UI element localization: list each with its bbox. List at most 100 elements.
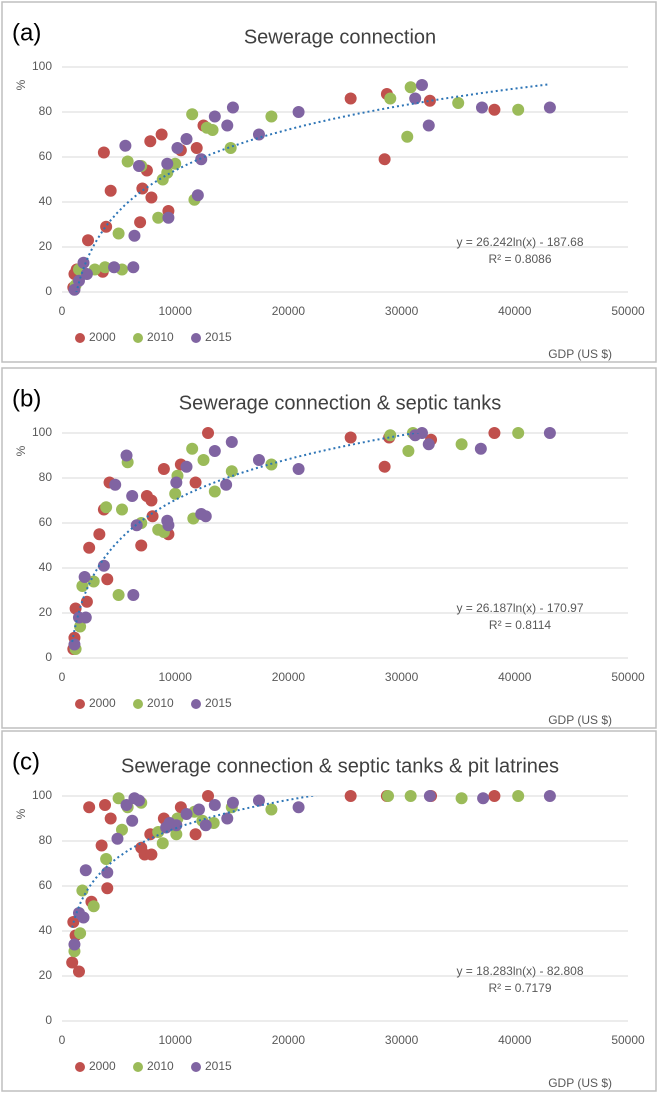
trend-equation: y = 26.187ln(x) - 170.97	[456, 601, 583, 615]
data-point	[344, 431, 357, 444]
data-point	[512, 103, 525, 116]
panel-label: (b)	[12, 385, 41, 412]
y-tick-label: 20	[39, 605, 53, 619]
data-point	[79, 864, 92, 877]
data-point	[170, 828, 183, 841]
data-point	[382, 790, 395, 802]
x-tick-label: 40000	[498, 304, 532, 318]
legend-marker	[75, 333, 85, 343]
data-point	[83, 801, 96, 814]
data-point	[136, 182, 149, 195]
legend-label: 2010	[147, 330, 174, 344]
x-tick-label: 20000	[272, 670, 306, 684]
data-point	[115, 503, 128, 516]
data-point	[126, 490, 139, 502]
data-point	[477, 792, 490, 805]
data-point	[76, 580, 89, 592]
data-point	[404, 81, 417, 94]
x-tick-label: 50000	[611, 670, 645, 684]
data-point	[100, 853, 113, 865]
data-point	[76, 884, 89, 897]
legend-marker	[75, 1062, 85, 1072]
data-point	[162, 519, 175, 532]
data-point	[455, 792, 468, 805]
panel-label: (c)	[12, 748, 40, 775]
y-tick-label: 80	[39, 104, 53, 118]
data-point	[127, 589, 140, 601]
data-point	[126, 814, 139, 827]
data-point	[99, 261, 112, 274]
data-point	[146, 510, 159, 523]
data-point	[169, 487, 182, 500]
data-point	[202, 790, 215, 802]
y-tick-label: 100	[32, 788, 52, 802]
data-point	[292, 463, 305, 475]
data-point	[120, 449, 133, 462]
x-tick-label: 20000	[272, 1033, 306, 1047]
data-point	[208, 445, 221, 457]
data-point	[543, 427, 556, 439]
legend-marker	[133, 699, 143, 709]
trend-r2: R² = 0.7179	[488, 981, 551, 995]
data-point	[378, 153, 391, 166]
data-point	[100, 220, 113, 233]
x-tick-label: 30000	[385, 304, 419, 318]
data-point	[161, 157, 174, 170]
data-point	[208, 485, 221, 498]
legend-marker	[75, 699, 85, 709]
data-point	[157, 463, 170, 475]
data-point	[423, 790, 436, 802]
data-point	[108, 261, 121, 274]
x-tick-label: 20000	[272, 304, 306, 318]
data-point	[252, 454, 265, 466]
y-tick-label: 40	[39, 923, 53, 937]
data-point	[119, 139, 132, 152]
data-point	[134, 216, 147, 229]
data-point	[422, 438, 435, 451]
data-point	[378, 460, 391, 473]
data-point	[344, 790, 357, 802]
data-point	[152, 211, 165, 224]
y-tick-label: 0	[45, 1013, 52, 1027]
data-point	[265, 110, 278, 123]
legend-label: 2000	[89, 696, 116, 710]
panel: (a) Sewerage connection 0 20 40 60 80 100 0 10000…	[1, 1, 657, 363]
data-point	[145, 191, 158, 204]
data-point	[127, 261, 140, 274]
data-point	[225, 465, 238, 478]
legend-marker	[191, 699, 201, 709]
data-point	[77, 911, 90, 924]
legend-marker	[191, 333, 201, 343]
data-point	[93, 528, 106, 541]
data-point	[452, 97, 465, 109]
data-point	[144, 135, 157, 148]
data-point	[488, 103, 501, 116]
data-point	[78, 571, 91, 583]
data-point	[171, 142, 184, 154]
trend-equation: y = 26.242ln(x) - 187.68	[456, 235, 583, 249]
data-point	[199, 819, 212, 832]
data-point	[402, 445, 415, 457]
data-point	[156, 837, 169, 850]
y-tick-label: 0	[45, 650, 52, 664]
x-tick-label: 40000	[498, 1033, 532, 1047]
x-tick-label: 30000	[385, 1033, 419, 1047]
y-tick-label: 80	[39, 470, 53, 484]
data-point	[145, 848, 158, 861]
data-point	[95, 839, 108, 852]
panel-frame	[1, 730, 657, 1092]
data-point	[190, 142, 203, 154]
trend-equation: y = 18.283ln(x) - 82.808	[456, 964, 583, 978]
trendline	[71, 433, 421, 643]
data-point	[72, 274, 85, 287]
legend-label: 2000	[89, 330, 116, 344]
panel-frame	[1, 367, 657, 729]
y-tick-label: 0	[45, 284, 52, 298]
panel-frame	[1, 1, 657, 363]
data-point	[488, 790, 501, 802]
data-point	[83, 541, 96, 554]
x-tick-label: 50000	[611, 1033, 645, 1047]
data-point	[192, 803, 205, 816]
data-point	[265, 803, 278, 816]
